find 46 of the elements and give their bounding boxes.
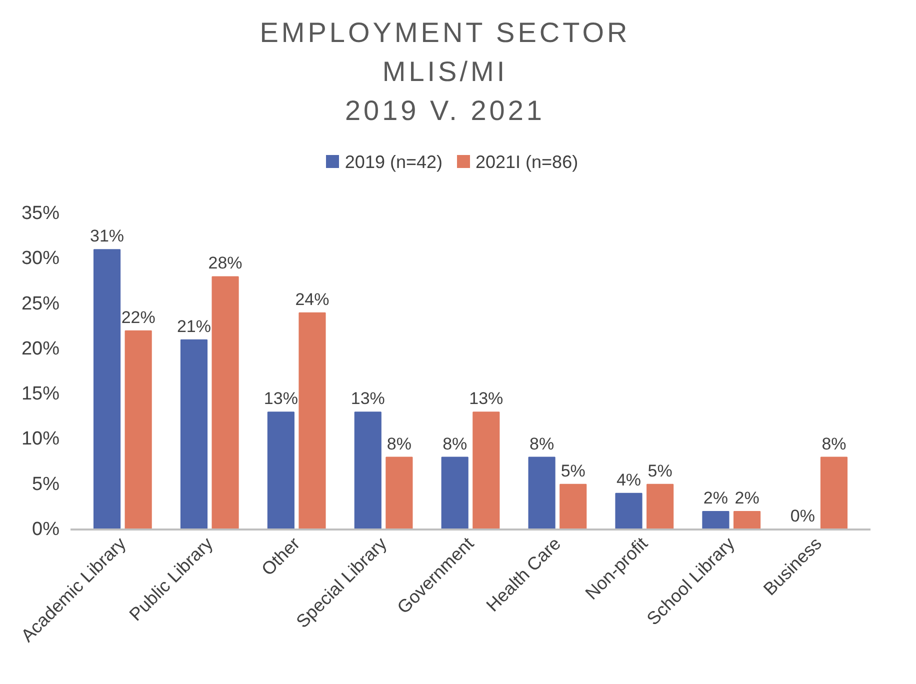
y-tick-label: 0% [32, 519, 60, 540]
data-label: 28% [208, 254, 242, 273]
data-label: 8% [822, 434, 846, 454]
data-label: 8% [530, 434, 554, 454]
data-label: 4% [616, 470, 642, 490]
y-tick-label: 5% [32, 474, 60, 495]
y-tick-label: 10% [21, 428, 60, 450]
data-label: 31% [90, 226, 124, 246]
data-label: 13% [469, 389, 504, 408]
bar [560, 484, 587, 530]
bar [733, 510, 761, 530]
y-tick-label: 25% [21, 293, 60, 314]
y-tick-label: 15% [21, 384, 60, 405]
data-label: 24% [295, 290, 330, 309]
data-label: 8% [442, 434, 468, 454]
bar [93, 249, 121, 530]
legend-label: 2021I (n=86) [476, 152, 578, 172]
bar [528, 456, 556, 530]
bar [124, 330, 152, 530]
bar [180, 339, 208, 530]
legend-label: 2019 (n=42) [344, 152, 442, 172]
data-label: 8% [386, 434, 412, 454]
data-label: 13% [350, 389, 385, 408]
data-label: 21% [176, 316, 211, 336]
data-label: 13% [264, 389, 298, 408]
bar [354, 412, 382, 530]
bar [820, 456, 848, 530]
bar [646, 484, 674, 530]
data-label: 0% [790, 506, 815, 526]
bar [472, 412, 500, 530]
data-label: 2% [734, 488, 760, 508]
bar [441, 456, 468, 530]
y-tick-label: 20% [21, 338, 60, 360]
bar [298, 312, 326, 530]
y-tick-label: 35% [21, 203, 60, 224]
data-label: 5% [560, 461, 586, 480]
bar [615, 492, 642, 530]
y-tick-label: 30% [21, 248, 60, 270]
bar [212, 276, 239, 530]
data-label: 5% [648, 461, 672, 480]
data-label: 2% [703, 488, 728, 508]
data-label: 22% [121, 308, 156, 327]
bar [267, 412, 294, 530]
bar [702, 510, 730, 530]
chart-title: EMPLOYMENT SECTOR MLIS/MI 2019 V. 2021 [260, 16, 630, 128]
bar [386, 456, 413, 530]
